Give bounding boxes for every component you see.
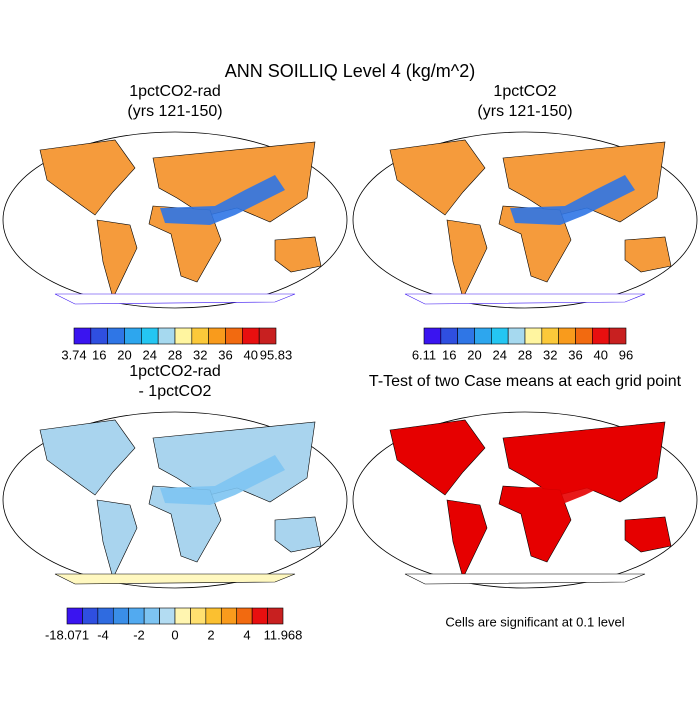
colorbar-label: 3.74 <box>61 347 86 362</box>
map-panel <box>352 131 698 309</box>
colorbar-box <box>541 327 559 345</box>
colorbar-box <box>423 327 442 345</box>
colorbar-label: 28 <box>168 347 182 362</box>
colorbar-label: 32 <box>193 347 207 362</box>
colorbar-box <box>258 327 277 345</box>
antarctica <box>54 293 296 305</box>
colorbar-label: 0 <box>171 627 178 642</box>
colorbar-label: 28 <box>518 347 532 362</box>
north-america <box>389 419 486 496</box>
colorbar-box <box>236 607 253 625</box>
desert-region <box>160 175 285 225</box>
map-panel <box>2 411 348 589</box>
antarctica <box>404 573 646 585</box>
south-america <box>96 499 138 579</box>
south-america <box>446 499 488 579</box>
australia <box>624 516 672 553</box>
colorbar-label: 40 <box>244 347 258 362</box>
desert-region <box>160 455 285 505</box>
colorbar-box <box>174 327 193 345</box>
colorbar-label: 20 <box>467 347 481 362</box>
colorbar-label: 32 <box>543 347 557 362</box>
panel-title: T-Test of two Case means at each grid po… <box>369 373 682 390</box>
north-america <box>389 139 486 216</box>
colorbar-label: 36 <box>568 347 582 362</box>
colorbar-box <box>225 327 243 345</box>
panel-title: 1pctCO2-rad <box>129 363 221 380</box>
colorbar-label: 16 <box>92 347 106 362</box>
colorbar-box <box>141 327 159 345</box>
colorbar-box <box>608 327 627 345</box>
panel-title: (yrs 121-150) <box>127 103 222 120</box>
colorbar-box <box>97 607 114 625</box>
colorbar-box <box>208 327 226 345</box>
colorbar-box <box>124 327 142 345</box>
australia <box>624 236 672 273</box>
colorbar-label: 95.83 <box>260 347 293 362</box>
colorbar-box <box>558 327 576 345</box>
colorbar-box <box>474 327 492 345</box>
colorbar-label: 36 <box>218 347 232 362</box>
figure-title: ANN SOILLIQ Level 4 (kg/m^2) <box>225 61 476 81</box>
north-america <box>39 139 136 216</box>
colorbar-box <box>205 607 222 625</box>
colorbar-box <box>190 607 207 625</box>
panel-title: (yrs 121-150) <box>477 103 572 120</box>
colorbar-box <box>507 327 526 345</box>
colorbar-label: 20 <box>117 347 131 362</box>
colorbar-label: -2 <box>133 627 145 642</box>
antarctica <box>404 293 646 305</box>
colorbar-box <box>82 607 99 625</box>
desert-region <box>510 175 635 225</box>
panel-title: 1pctCO2-rad <box>129 83 221 100</box>
antarctica <box>54 573 296 585</box>
colorbar-box <box>112 607 130 625</box>
colorbar-box <box>491 327 509 345</box>
colorbar-box <box>457 327 475 345</box>
colorbar-label: 24 <box>143 347 157 362</box>
colorbar-label: 24 <box>493 347 507 362</box>
panel-note: Cells are significant at 0.1 level <box>445 614 624 629</box>
colorbar-label: 96 <box>619 347 633 362</box>
colorbar-box <box>90 327 108 345</box>
colorbar-box <box>592 327 610 345</box>
colorbar-box <box>191 327 209 345</box>
colorbar-box <box>440 327 458 345</box>
colorbar-box <box>107 327 125 345</box>
panel-title: - 1pctCO2 <box>139 383 212 400</box>
colorbar-label: 2 <box>207 627 214 642</box>
australia <box>274 516 322 553</box>
panel-title: 1pctCO2 <box>493 83 556 100</box>
map-panel <box>2 131 348 309</box>
colorbar-box <box>524 327 543 345</box>
colorbar-box <box>174 607 191 625</box>
south-america <box>96 219 138 299</box>
australia <box>274 236 322 273</box>
colorbar-box <box>73 327 92 345</box>
colorbar-box <box>242 327 260 345</box>
colorbar-box <box>220 607 238 625</box>
colorbar-label: 11.968 <box>264 627 303 642</box>
north-america <box>39 419 136 496</box>
colorbar-label: 4 <box>243 627 250 642</box>
colorbar-label: 6.11 <box>412 347 436 362</box>
colorbar-box <box>159 607 176 625</box>
colorbar-box <box>575 327 593 345</box>
colorbar-box <box>128 607 145 625</box>
colorbar-box <box>157 327 176 345</box>
colorbar-box <box>143 607 160 625</box>
desert-region <box>510 455 635 505</box>
colorbar-label: 16 <box>442 347 456 362</box>
colorbar-box <box>251 607 268 625</box>
colorbar-label: -18.071 <box>45 627 89 642</box>
colorbar-box <box>267 607 284 625</box>
colorbar-label: 40 <box>594 347 608 362</box>
south-america <box>446 219 488 299</box>
map-panel <box>352 411 698 589</box>
colorbar-box <box>66 607 83 625</box>
colorbar-label: -4 <box>97 627 109 642</box>
